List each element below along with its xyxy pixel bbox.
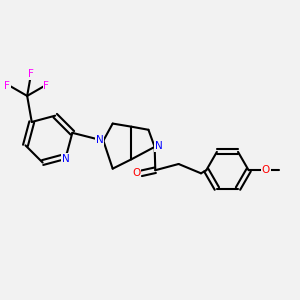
Text: N: N xyxy=(154,141,162,151)
Text: N: N xyxy=(62,154,70,164)
Text: O: O xyxy=(262,165,270,175)
Text: N: N xyxy=(96,135,104,145)
Text: O: O xyxy=(132,168,140,178)
Text: F: F xyxy=(28,69,33,79)
Text: F: F xyxy=(4,81,10,91)
Text: F: F xyxy=(44,81,49,91)
